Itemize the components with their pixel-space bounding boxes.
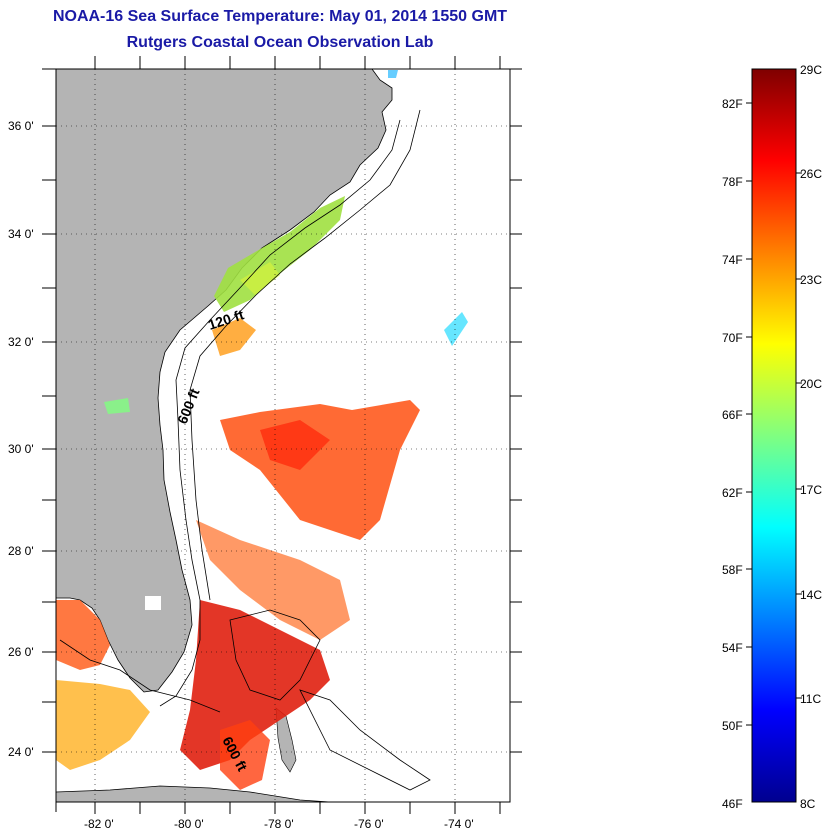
land-cuba — [56, 785, 331, 802]
colorbar-f-label: 46F — [722, 797, 743, 811]
bathymetry-contours — [59, 109, 431, 791]
colorbar-f-label: 74F — [722, 253, 743, 267]
lat-label: 28 0' — [8, 544, 34, 558]
lon-label: -82 0' — [84, 817, 114, 831]
lat-label: 34 0' — [8, 227, 34, 241]
colorbar-fahrenheit-labels: 82F 78F 74F 70F 66F 62F 58F 54F 50F 46F — [722, 97, 743, 811]
colorbar-f-label: 70F — [722, 331, 743, 345]
lat-label: 30 0' — [8, 442, 34, 456]
colorbar — [751, 68, 797, 803]
map-graticule — [56, 69, 510, 802]
colorbar-f-label: 82F — [722, 97, 743, 111]
map-frame — [55, 68, 511, 803]
lat-label: 32 0' — [8, 335, 34, 349]
colorbar-f-label: 62F — [722, 486, 743, 500]
colorbar-f-label: 50F — [722, 719, 743, 733]
longitude-labels: -82 0' -80 0' -78 0' -76 0' -74 0' — [84, 817, 474, 831]
colorbar-c-label: 29C — [800, 63, 822, 77]
colorbar-c-label: 8C — [800, 797, 816, 811]
lat-label: 36 0' — [8, 119, 34, 133]
colorbar-c-label: 23C — [800, 273, 822, 287]
colorbar-c-label: 11C — [800, 692, 821, 706]
lon-label: -80 0' — [174, 817, 204, 831]
lon-label: -76 0' — [354, 817, 384, 831]
lon-label: -78 0' — [264, 817, 294, 831]
lat-label: 26 0' — [8, 645, 34, 659]
colorbar-f-label: 54F — [722, 641, 743, 655]
colorbar-f-label: 58F — [722, 563, 743, 577]
colorbar-c-label: 20C — [800, 377, 822, 391]
colorbar-ticks — [746, 102, 802, 726]
page-title: NOAA-16 Sea Surface Temperature: May 01,… — [52, 8, 508, 25]
colorbar-f-label: 66F — [722, 408, 743, 422]
lake-okeechobee — [145, 596, 161, 610]
lon-label: -74 0' — [444, 817, 474, 831]
colorbar-f-label: 78F — [722, 175, 743, 189]
land-bahamas — [275, 707, 297, 773]
lat-label: 24 0' — [8, 745, 34, 759]
colorbar-c-label: 26C — [800, 167, 822, 181]
colorbar-c-label: 14C — [800, 588, 822, 602]
land-us-southeast — [56, 69, 393, 693]
latitude-labels: 36 0' 34 0' 32 0' 30 0' 28 0' 26 0' 24 0… — [8, 119, 34, 759]
colorbar-celsius-labels: 29C 26C 23C 20C 17C 14C 11C 8C — [800, 63, 822, 811]
page-subtitle: Rutgers Coastal Ocean Observation Lab — [126, 34, 434, 51]
sst-data-layer — [56, 70, 468, 790]
colorbar-c-label: 17C — [800, 483, 822, 497]
map-ticks — [42, 56, 522, 814]
